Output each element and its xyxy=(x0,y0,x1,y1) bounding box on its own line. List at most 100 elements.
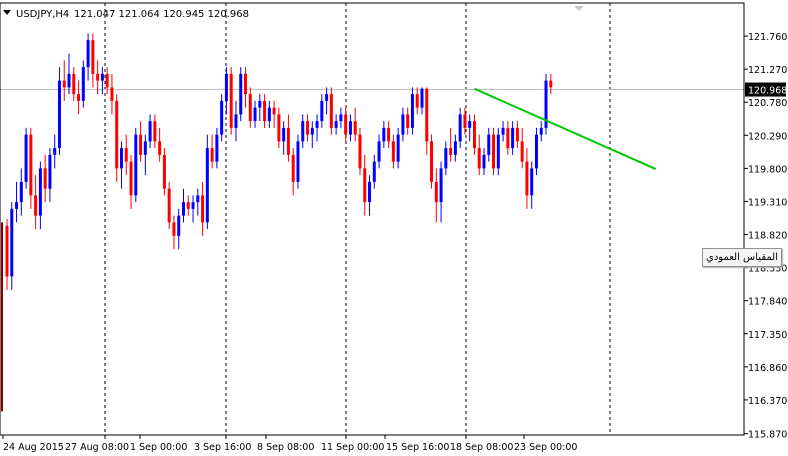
candle-101 xyxy=(487,127,491,162)
trendline-segment[interactable] xyxy=(474,87,657,170)
candle-45 xyxy=(220,94,224,142)
candle-114 xyxy=(549,73,553,95)
candle-38 xyxy=(186,195,190,216)
candle-36 xyxy=(177,208,181,250)
candle-28 xyxy=(139,121,143,162)
candle-46 xyxy=(224,67,228,115)
time-tick-label-4: 8 Sep 08:00 xyxy=(257,442,314,453)
candle-60 xyxy=(291,148,295,196)
candle-66 xyxy=(320,94,324,128)
time-tick-label-0: 24 Aug 2015 xyxy=(3,442,64,453)
chart-shift-marker-icon[interactable] xyxy=(574,6,584,11)
time-tick-label-3: 3 Sep 16:00 xyxy=(194,442,251,453)
candle-70 xyxy=(339,107,343,128)
plot-frame xyxy=(0,2,745,436)
time-axis[interactable]: 24 Aug 2015 27 Aug 08:00 1 Sep 00:00 3 Sep … xyxy=(2,435,577,453)
candle-81 xyxy=(391,134,395,169)
candle-52 xyxy=(253,100,257,128)
candle-1 xyxy=(10,202,14,290)
candle-44 xyxy=(215,127,219,169)
candle-73 xyxy=(353,107,357,142)
trendline[interactable] xyxy=(474,87,657,170)
candle-21 xyxy=(105,67,109,95)
candle-93 xyxy=(449,127,453,162)
dropdown-triangle-icon[interactable] xyxy=(3,10,11,15)
candle-104 xyxy=(501,121,505,142)
candle-71 xyxy=(344,107,348,142)
current-price-label: 120.968 xyxy=(748,86,787,97)
candle-99 xyxy=(477,134,481,176)
candle-102 xyxy=(492,127,496,176)
candle-53 xyxy=(258,94,262,122)
candle-10 xyxy=(53,134,57,169)
candle-42 xyxy=(205,134,209,230)
candle-55 xyxy=(267,100,271,128)
candle-100 xyxy=(482,148,486,176)
candle-29 xyxy=(143,134,147,176)
candle-69 xyxy=(334,114,338,135)
price-tick-label-5: 119.310 xyxy=(748,197,787,208)
candle-15 xyxy=(77,80,81,115)
candle-8 xyxy=(43,154,47,203)
time-tick-label-7: 18 Sep 08:00 xyxy=(450,442,513,453)
price-axis[interactable]: 121.760 121.270 120.780 120.290 119.800 119.3… xyxy=(744,32,787,441)
candle-24 xyxy=(119,141,123,189)
candle-32 xyxy=(158,127,162,162)
candle-97 xyxy=(468,114,472,142)
candle-80 xyxy=(387,121,391,149)
candle-25 xyxy=(124,134,128,176)
candle-41 xyxy=(201,181,205,236)
time-tick-label-6: 15 Sep 16:00 xyxy=(386,442,449,453)
candle-76 xyxy=(368,175,372,216)
symbol-title: USDJPY,H4 xyxy=(16,9,69,20)
candle-51 xyxy=(248,87,252,128)
candle-26 xyxy=(129,154,133,209)
candle-105 xyxy=(506,121,510,155)
price-tick-label-7: 118.330 xyxy=(748,264,787,275)
candle-11 xyxy=(57,67,61,155)
candle-113 xyxy=(544,73,548,135)
candle-72 xyxy=(348,114,352,142)
candle-107 xyxy=(515,121,519,149)
candle-39 xyxy=(191,195,195,223)
price-tick-label-1: 121.270 xyxy=(748,65,787,76)
time-tick-label-2: 1 Sep 00:00 xyxy=(130,442,187,453)
candle-48 xyxy=(234,100,238,142)
candle-12 xyxy=(62,60,66,101)
candle-40 xyxy=(196,188,200,216)
candle-19 xyxy=(96,60,100,95)
candle-6 xyxy=(34,175,38,230)
candle-64 xyxy=(310,121,314,149)
current-price-tag xyxy=(745,82,786,97)
candle-3 xyxy=(19,168,23,216)
candle-59 xyxy=(286,114,290,162)
candle-65 xyxy=(315,114,319,142)
candle-30 xyxy=(148,114,152,149)
candle-62 xyxy=(301,114,305,149)
chart-header: USDJPY,H4 121.047 121.064 120.945 120.96… xyxy=(3,9,249,20)
candle-87 xyxy=(420,87,424,115)
time-tick-label-5: 11 Sep 00:00 xyxy=(321,442,384,453)
candle-83 xyxy=(401,107,405,142)
price-tick-label-0: 121.760 xyxy=(748,32,787,43)
price-tick-label-10: 116.860 xyxy=(748,363,787,374)
candle-47 xyxy=(229,67,233,135)
candle-16 xyxy=(81,60,85,108)
candle-84 xyxy=(406,107,410,135)
vertical-scale-tooltip: المقياس العمودي xyxy=(702,248,782,267)
candle-88 xyxy=(425,87,429,155)
candle-85 xyxy=(410,87,414,135)
candle-61 xyxy=(296,134,300,189)
candle-5 xyxy=(29,127,33,209)
candle-75 xyxy=(363,154,367,216)
candle-31 xyxy=(153,114,157,149)
price-tick-label-6: 118.820 xyxy=(748,231,787,242)
candle-63 xyxy=(306,114,310,142)
candle-94 xyxy=(453,134,457,162)
candle-18 xyxy=(91,33,95,88)
candle-68 xyxy=(329,87,333,135)
candle-58 xyxy=(282,121,286,155)
candle-67 xyxy=(325,87,329,115)
candle-9 xyxy=(48,148,52,203)
